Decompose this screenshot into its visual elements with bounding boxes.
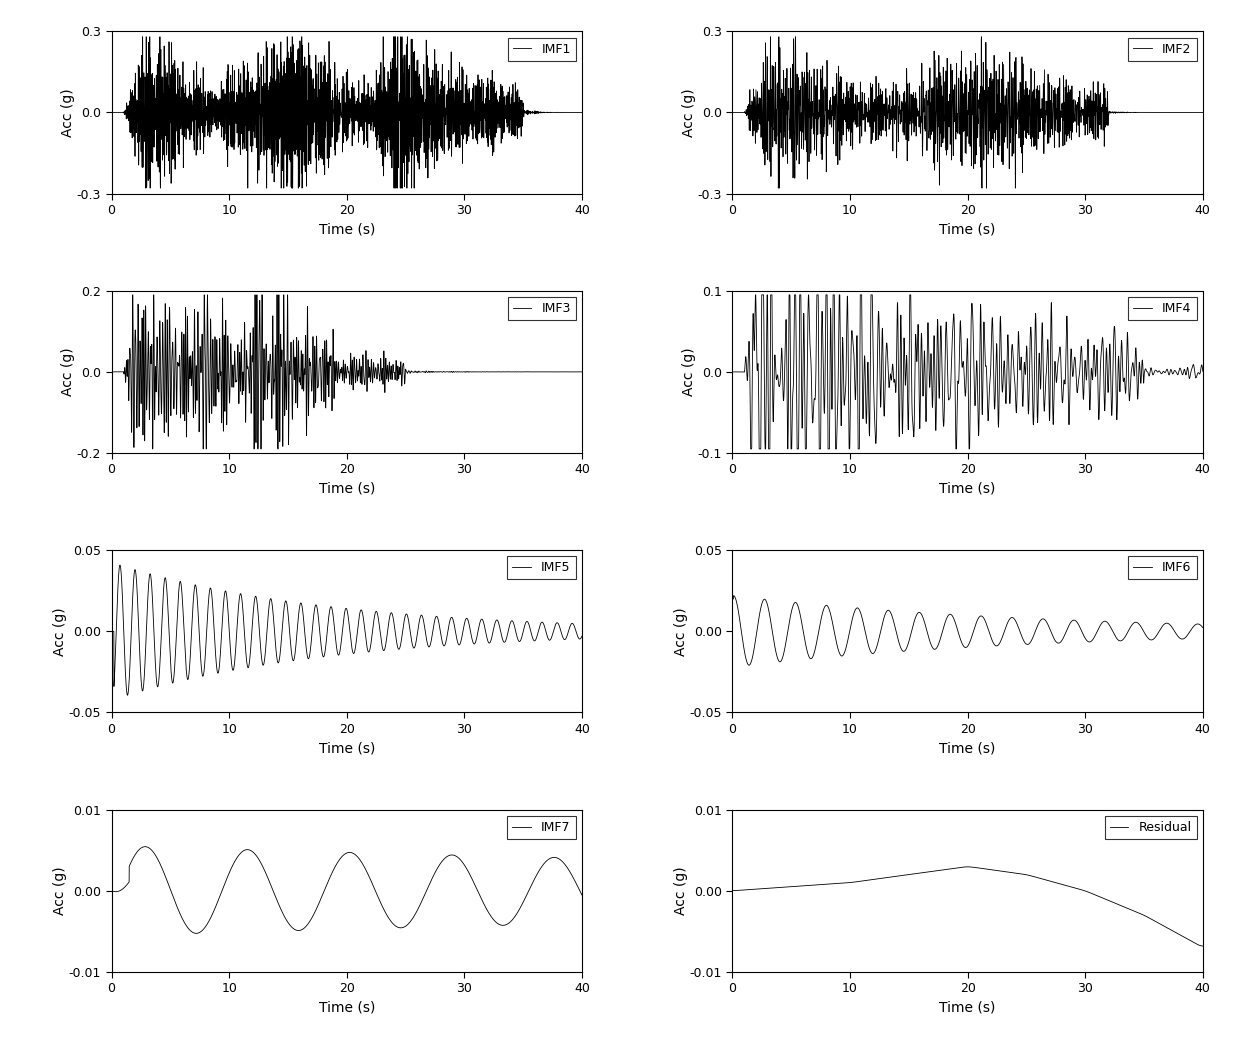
Y-axis label: Acc (g): Acc (g) — [62, 348, 76, 396]
Y-axis label: Acc (g): Acc (g) — [682, 88, 697, 137]
Y-axis label: Acc (g): Acc (g) — [53, 607, 67, 655]
X-axis label: Time (s): Time (s) — [319, 482, 374, 496]
X-axis label: Time (s): Time (s) — [940, 741, 996, 756]
Y-axis label: Acc (g): Acc (g) — [53, 866, 67, 915]
X-axis label: Time (s): Time (s) — [319, 1001, 374, 1015]
Legend: IMF4: IMF4 — [1128, 297, 1197, 320]
Y-axis label: Acc (g): Acc (g) — [682, 348, 697, 396]
Y-axis label: Acc (g): Acc (g) — [675, 607, 688, 655]
Legend: IMF1: IMF1 — [507, 38, 575, 61]
Legend: IMF7: IMF7 — [507, 816, 575, 839]
Y-axis label: Acc (g): Acc (g) — [675, 866, 688, 915]
X-axis label: Time (s): Time (s) — [940, 482, 996, 496]
Legend: IMF6: IMF6 — [1128, 557, 1197, 580]
Legend: IMF3: IMF3 — [507, 297, 575, 320]
Legend: IMF5: IMF5 — [507, 557, 575, 580]
Legend: IMF2: IMF2 — [1128, 38, 1197, 61]
Y-axis label: Acc (g): Acc (g) — [62, 88, 76, 137]
Legend: Residual: Residual — [1105, 816, 1197, 839]
X-axis label: Time (s): Time (s) — [940, 1001, 996, 1015]
X-axis label: Time (s): Time (s) — [319, 741, 374, 756]
X-axis label: Time (s): Time (s) — [319, 223, 374, 236]
X-axis label: Time (s): Time (s) — [940, 223, 996, 236]
